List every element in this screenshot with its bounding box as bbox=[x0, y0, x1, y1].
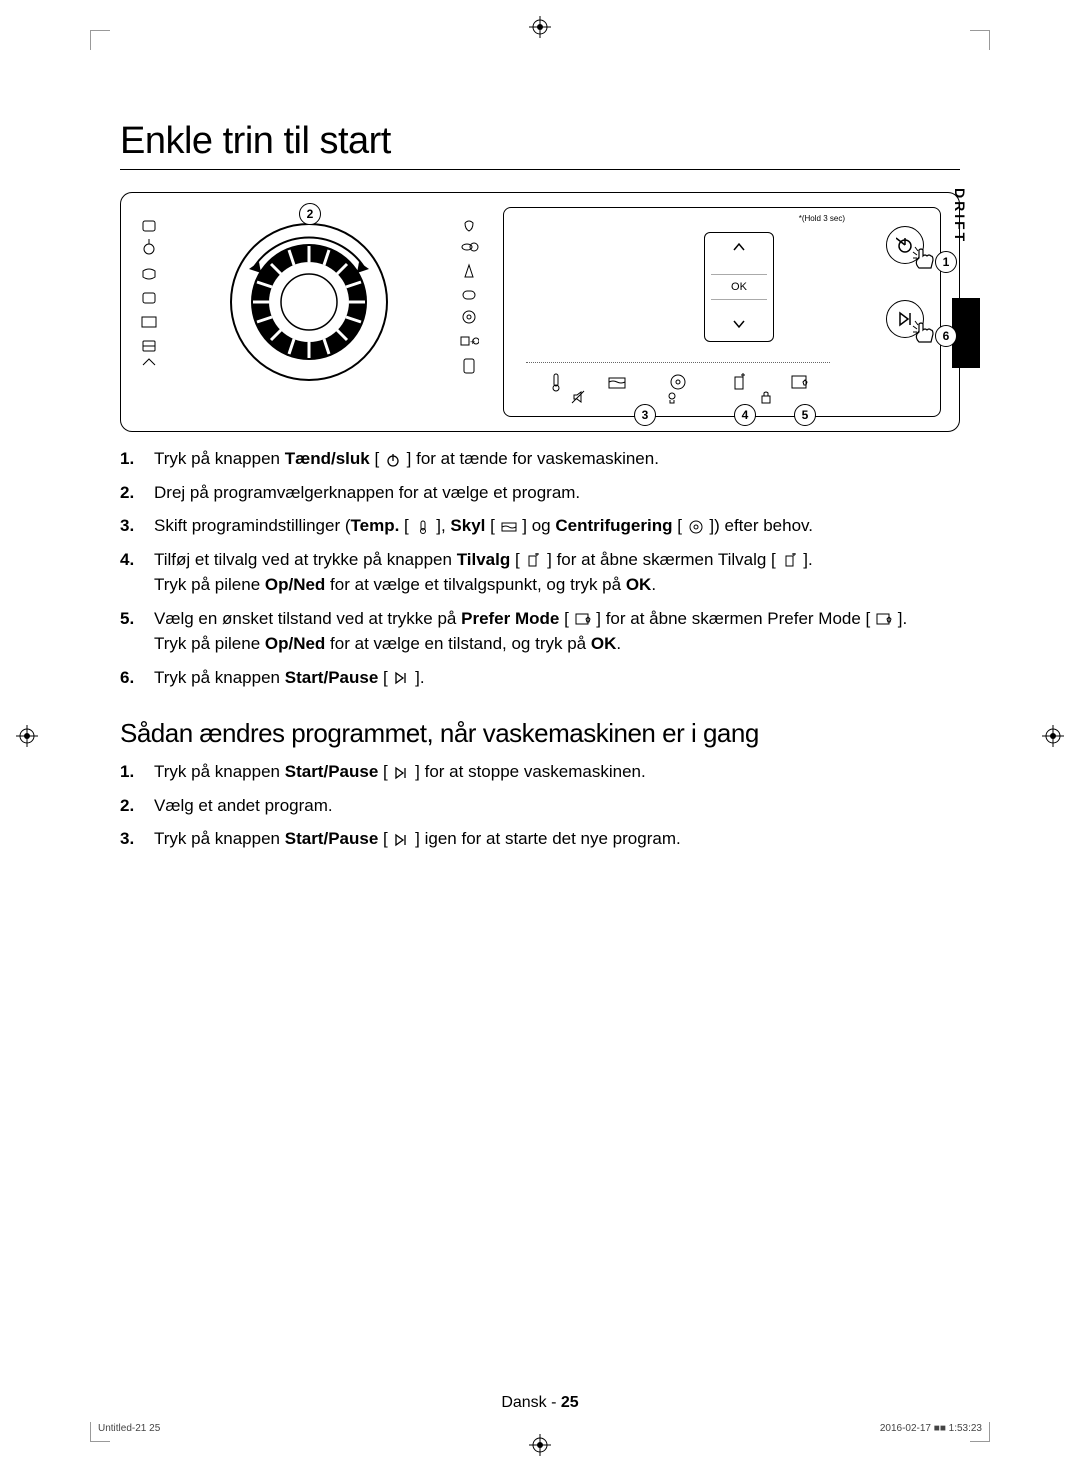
list-item: 4. Tilføj et tilvalg ved at trykke på kn… bbox=[120, 547, 960, 598]
power-button: 1 bbox=[886, 226, 924, 264]
callout-1: 1 bbox=[935, 251, 957, 273]
chevron-down-icon bbox=[732, 319, 746, 332]
crop-mark bbox=[970, 30, 990, 50]
list-item: 3. Tryk på knappen Start/Pause [ ] igen … bbox=[120, 826, 960, 852]
nav-pad: OK bbox=[704, 232, 774, 342]
list-item: 2. Vælg et andet program. bbox=[120, 793, 960, 819]
list-item: 5. Vælg en ønsket tilstand ved at trykke… bbox=[120, 606, 960, 657]
program-dial bbox=[224, 217, 394, 387]
crop-mark bbox=[90, 30, 110, 50]
prefer-mode-icon bbox=[574, 611, 592, 627]
list-item: 1. Tryk på knappen Tænd/sluk [ ] for at … bbox=[120, 446, 960, 472]
dial-panel: + bbox=[139, 207, 479, 417]
registration-mark-icon bbox=[16, 725, 38, 747]
instruction-list-b: 1. Tryk på knappen Start/Pause [ ] for a… bbox=[120, 759, 960, 852]
registration-mark-icon bbox=[1042, 725, 1064, 747]
list-item: 6. Tryk på knappen Start/Pause [ ]. bbox=[120, 665, 960, 691]
page-title: Enkle trin til start bbox=[120, 120, 960, 170]
lock-icon bbox=[759, 390, 773, 406]
callout-2: 2 bbox=[299, 203, 321, 225]
power-icon bbox=[384, 452, 402, 468]
mute-icon bbox=[571, 390, 585, 406]
chevron-up-icon bbox=[732, 242, 746, 255]
registration-mark-icon bbox=[529, 1434, 551, 1456]
program-icons-left bbox=[139, 217, 159, 375]
light-icon bbox=[665, 390, 679, 406]
list-item: 2. Drej på programvælgerknappen for at v… bbox=[120, 480, 960, 506]
control-panel-diagram: + bbox=[120, 192, 960, 432]
display-panel: *(Hold 3 sec) OK 1 bbox=[503, 207, 941, 417]
option-icon bbox=[781, 552, 799, 568]
meta-footer-right: 2016-02-17 ■■ 1:53:23 bbox=[880, 1423, 982, 1434]
option-icon bbox=[524, 552, 542, 568]
rinse-icon bbox=[500, 519, 518, 535]
play-pause-icon bbox=[392, 765, 410, 781]
play-pause-icon bbox=[392, 670, 410, 686]
temp-icon bbox=[414, 519, 432, 535]
meta-footer-left: Untitled-21 25 bbox=[98, 1423, 160, 1434]
ok-label: OK bbox=[711, 274, 767, 300]
list-item: 1. Tryk på knappen Start/Pause [ ] for a… bbox=[120, 759, 960, 785]
callout-6: 6 bbox=[935, 325, 957, 347]
list-item: 3. Skift programindstillinger (Temp. [ ]… bbox=[120, 513, 960, 539]
program-icons-right: + bbox=[459, 217, 479, 395]
page-content: Enkle trin til start bbox=[120, 120, 960, 1392]
registration-mark-icon bbox=[529, 16, 551, 38]
subheading: Sådan ændres programmet, når vaskemaskin… bbox=[120, 718, 960, 749]
page-footer: Dansk - 25 bbox=[0, 1394, 1080, 1412]
instruction-list-a: 1. Tryk på knappen Tænd/sluk [ ] for at … bbox=[120, 446, 960, 690]
start-pause-button: 6 bbox=[886, 300, 924, 338]
hold-label: *(Hold 3 sec) bbox=[799, 214, 845, 223]
callout-5: 5 bbox=[794, 404, 816, 426]
prefer-mode-icon bbox=[875, 611, 893, 627]
play-pause-icon bbox=[392, 832, 410, 848]
spin-icon bbox=[687, 519, 705, 535]
callout-4: 4 bbox=[734, 404, 756, 426]
callout-3: 3 bbox=[634, 404, 656, 426]
